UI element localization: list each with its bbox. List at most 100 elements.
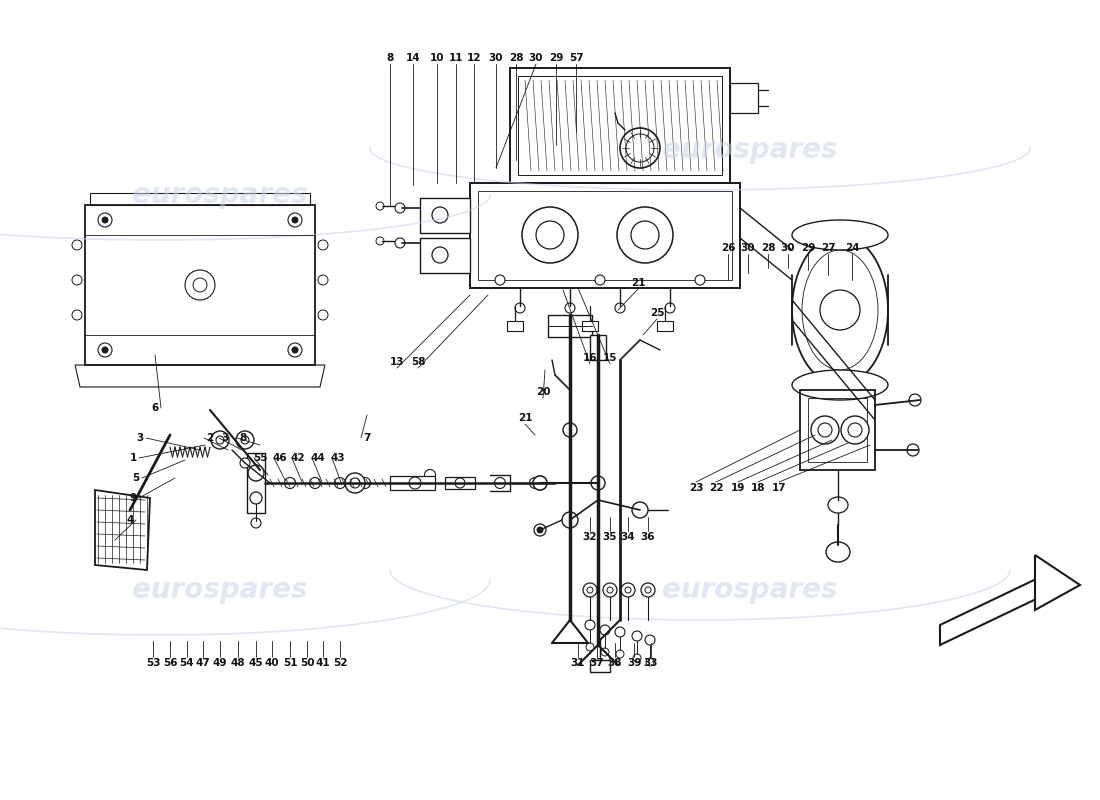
Text: 18: 18 — [750, 483, 766, 493]
Bar — [657, 321, 673, 331]
Text: 28: 28 — [761, 243, 776, 253]
Circle shape — [72, 310, 82, 320]
Circle shape — [632, 654, 641, 662]
Ellipse shape — [792, 220, 888, 250]
Circle shape — [587, 587, 593, 593]
Text: 30: 30 — [529, 53, 543, 63]
Bar — [518, 76, 722, 175]
Text: 14: 14 — [406, 53, 420, 63]
Text: 32: 32 — [583, 532, 597, 542]
Circle shape — [617, 207, 673, 263]
Circle shape — [632, 502, 648, 518]
Text: 9: 9 — [130, 493, 136, 503]
Text: 52: 52 — [332, 658, 348, 668]
Bar — [507, 321, 522, 331]
Text: 24: 24 — [845, 243, 859, 253]
Circle shape — [591, 476, 605, 490]
Circle shape — [376, 202, 384, 210]
Text: 10: 10 — [430, 53, 444, 63]
Text: 5: 5 — [132, 473, 140, 483]
Text: 29: 29 — [549, 53, 563, 63]
Ellipse shape — [820, 290, 860, 330]
Text: 11: 11 — [449, 53, 463, 63]
Polygon shape — [95, 490, 150, 570]
Circle shape — [603, 583, 617, 597]
Ellipse shape — [826, 542, 850, 562]
Circle shape — [632, 631, 642, 641]
Text: 20: 20 — [536, 387, 550, 397]
Circle shape — [615, 303, 625, 313]
Bar — [90, 193, 310, 205]
Text: 39: 39 — [627, 658, 641, 668]
Circle shape — [425, 470, 436, 481]
Circle shape — [288, 213, 302, 227]
Text: 16: 16 — [583, 353, 597, 363]
Circle shape — [216, 436, 224, 444]
Circle shape — [334, 478, 345, 489]
Circle shape — [522, 207, 578, 263]
Text: 21: 21 — [630, 278, 646, 288]
Text: 57: 57 — [569, 53, 583, 63]
Circle shape — [585, 620, 595, 630]
Bar — [590, 660, 610, 672]
Text: 30: 30 — [781, 243, 795, 253]
Text: 35: 35 — [603, 532, 617, 542]
Bar — [510, 68, 730, 183]
Text: 15: 15 — [603, 353, 617, 363]
Bar — [582, 321, 598, 331]
Text: 8: 8 — [386, 53, 394, 63]
Text: 30: 30 — [740, 243, 756, 253]
Circle shape — [534, 476, 547, 490]
Circle shape — [620, 128, 660, 168]
Bar — [730, 83, 758, 113]
Polygon shape — [940, 570, 1055, 645]
Text: 56: 56 — [163, 658, 177, 668]
Text: 19: 19 — [730, 483, 745, 493]
Bar — [248, 453, 265, 513]
Circle shape — [360, 478, 371, 489]
Circle shape — [536, 221, 564, 249]
Circle shape — [309, 478, 320, 489]
Circle shape — [102, 347, 108, 353]
Circle shape — [495, 275, 505, 285]
Text: 29: 29 — [801, 243, 815, 253]
Circle shape — [454, 478, 465, 489]
Circle shape — [350, 478, 360, 488]
Circle shape — [318, 310, 328, 320]
Text: 41: 41 — [316, 658, 330, 668]
Text: 47: 47 — [196, 658, 210, 668]
Circle shape — [250, 492, 262, 504]
Circle shape — [395, 203, 405, 213]
Bar — [420, 238, 470, 273]
Circle shape — [72, 240, 82, 250]
Text: 17: 17 — [772, 483, 786, 493]
Bar — [446, 477, 475, 489]
Circle shape — [515, 303, 525, 313]
Text: 58: 58 — [410, 357, 426, 367]
Circle shape — [345, 473, 365, 493]
Bar — [420, 198, 470, 233]
Circle shape — [645, 635, 654, 645]
Circle shape — [288, 343, 302, 357]
Text: 51: 51 — [283, 658, 297, 668]
Text: 1: 1 — [130, 453, 136, 463]
Circle shape — [102, 217, 108, 223]
Text: 34: 34 — [620, 532, 636, 542]
Bar — [590, 335, 606, 360]
Circle shape — [601, 648, 609, 656]
Circle shape — [537, 527, 543, 533]
Ellipse shape — [792, 235, 888, 385]
Bar — [548, 315, 592, 337]
Text: 25: 25 — [650, 308, 664, 318]
Circle shape — [818, 423, 832, 437]
Ellipse shape — [828, 497, 848, 513]
Text: 55: 55 — [253, 453, 267, 463]
Text: 31: 31 — [571, 658, 585, 668]
Bar — [808, 398, 867, 462]
Text: 38: 38 — [607, 658, 623, 668]
Circle shape — [251, 518, 261, 528]
Circle shape — [621, 583, 635, 597]
Text: 28: 28 — [508, 53, 524, 63]
Text: 40: 40 — [265, 658, 279, 668]
Circle shape — [292, 347, 298, 353]
